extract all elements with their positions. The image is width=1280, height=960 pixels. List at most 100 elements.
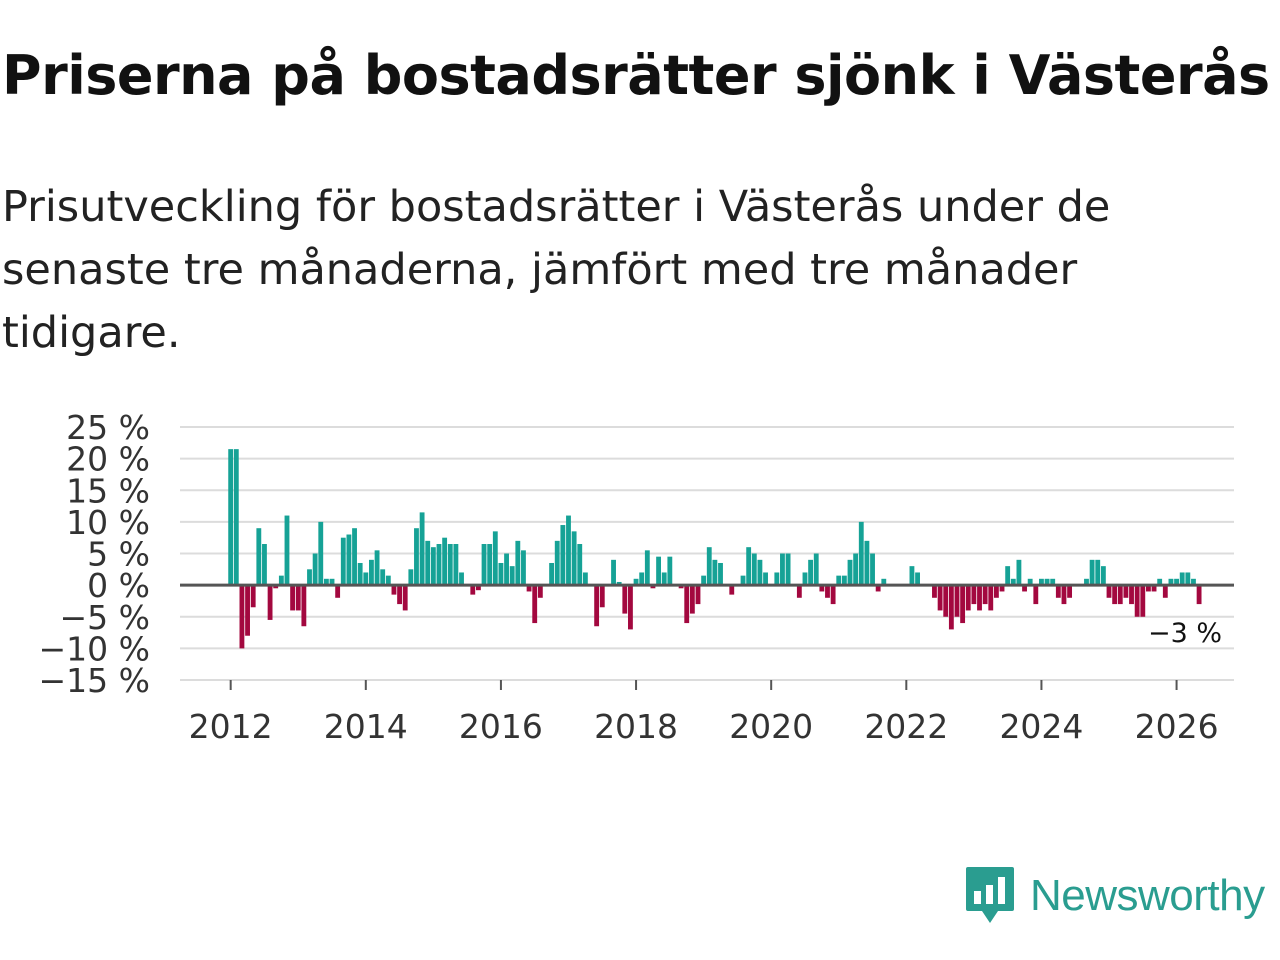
bar [1179,572,1185,586]
bar [414,528,419,586]
bar [284,515,290,586]
bar [965,585,971,611]
bar [459,572,464,586]
bar [780,553,785,586]
bar [689,585,695,614]
bar [1106,585,1112,598]
bar [515,540,521,586]
bar [763,572,768,586]
x-tick-label: 2012 [189,707,273,746]
bar [560,525,566,586]
bar [1027,578,1033,586]
brand-name: Newsworthy [1030,871,1265,920]
bar [751,553,757,586]
bar [1061,585,1067,605]
bar [1016,559,1022,586]
bar [1010,578,1016,586]
bar [628,585,633,630]
y-tick-label: 25 % [66,408,150,447]
bar [481,544,487,586]
bar [374,550,380,586]
bar [526,585,532,592]
bar [695,585,701,605]
bar [402,585,408,611]
y-tick-label: −5 % [60,598,151,637]
newsworthy-logo-icon [966,867,1014,923]
bar [1067,585,1073,598]
bar [667,556,673,586]
bar [881,578,887,586]
bar [746,547,752,586]
bar [864,540,870,586]
bar [250,585,256,608]
x-axis: 2012 2014 2016 2018 2020 2022 2024 2026 [189,680,1219,746]
bar [1100,566,1106,586]
bar [982,585,988,605]
bar [870,553,875,586]
bar [554,540,560,586]
bar [312,553,318,586]
bar [487,544,493,586]
bar [245,585,250,636]
bar [278,575,284,586]
bar [290,585,296,611]
bar [729,585,735,595]
bar [1123,585,1129,598]
bar [616,581,622,586]
bar [1146,585,1151,592]
bar [571,531,577,586]
bar [960,585,966,624]
bar [1084,578,1089,586]
bar [323,578,329,586]
bar [498,562,504,586]
bar [442,537,448,586]
bar [436,544,442,586]
bar [1117,585,1123,605]
bar [509,566,515,586]
bar [1174,578,1179,586]
x-tick-label: 2020 [729,707,813,746]
bar [825,585,830,598]
bar [352,528,357,586]
bar [858,521,864,586]
y-axis: 25 %20 %15 %10 %5 %0 %−5 %−10 %−15 % [39,408,151,700]
newsworthy-logo: Newsworthy [964,864,1265,928]
x-tick-label: 2024 [999,707,1083,746]
bar [470,585,476,595]
bar [329,578,335,586]
bar [836,575,842,586]
bar [582,572,588,586]
bar [993,585,999,598]
bar [1044,578,1050,586]
bar [954,585,960,617]
bar [875,585,881,592]
bar [977,585,982,611]
bar [397,585,402,605]
bar [644,550,650,586]
bar [307,569,312,586]
bar [740,575,746,586]
bar [1050,578,1056,586]
bar [228,449,234,586]
bar [295,585,301,611]
bar [757,559,763,586]
bar [1191,578,1196,586]
bar [391,585,397,595]
bar [340,537,346,586]
bar [830,585,836,605]
bar [1157,578,1163,586]
bar [262,544,267,586]
x-tick-label: 2016 [459,707,543,746]
x-tick-label: 2014 [324,707,408,746]
bar [566,515,571,586]
bar [661,572,667,586]
bar [999,585,1005,592]
bar [650,585,656,589]
bar [853,553,859,586]
bar [408,569,414,586]
bar [357,562,363,586]
bar [1005,566,1011,586]
bar [1168,578,1174,586]
bar [1162,585,1168,598]
bar [988,585,994,611]
